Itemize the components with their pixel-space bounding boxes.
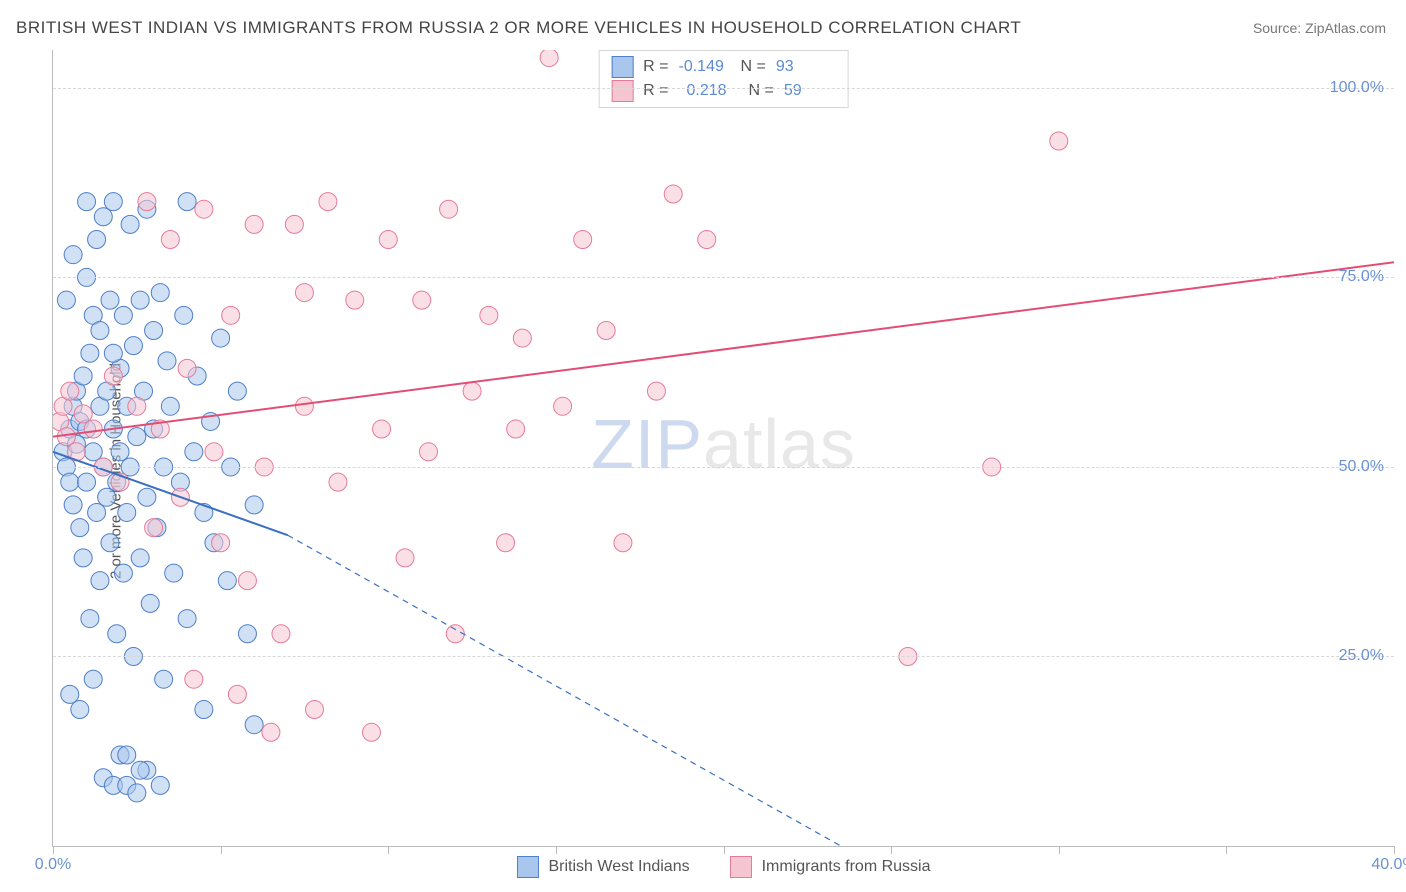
- stats-row-1: R = 0.218 N = 59: [611, 79, 836, 103]
- chart-title: BRITISH WEST INDIAN VS IMMIGRANTS FROM R…: [16, 18, 1021, 38]
- swatch-series-1: [611, 80, 633, 102]
- swatch-series-0: [611, 56, 633, 78]
- x-tick-label: 0.0%: [35, 856, 71, 874]
- legend-label-0: British West Indians: [548, 858, 689, 876]
- chart-container: 2 or more Vehicles in Household ZIPatlas…: [0, 50, 1406, 892]
- x-tick-label: 40.0%: [1371, 856, 1406, 874]
- y-tick-label: 100.0%: [1330, 79, 1384, 97]
- legend-label-1: Immigrants from Russia: [762, 858, 931, 876]
- y-tick-label: 75.0%: [1339, 268, 1384, 286]
- n-label: N =: [749, 82, 774, 100]
- y-tick-label: 50.0%: [1339, 458, 1384, 476]
- stats-row-0: R = -0.149 N = 93: [611, 55, 836, 79]
- legend-item-0: British West Indians: [516, 856, 689, 878]
- bottom-legend: British West Indians Immigrants from Rus…: [516, 856, 930, 878]
- source-attribution: Source: ZipAtlas.com: [1253, 20, 1386, 36]
- swatch-icon: [516, 856, 538, 878]
- n-label: N =: [741, 58, 766, 76]
- watermark-atlas: atlas: [703, 405, 856, 483]
- n-value-1: 59: [784, 82, 836, 100]
- stats-legend-box: R = -0.149 N = 93 R = 0.218 N = 59: [598, 50, 849, 108]
- watermark: ZIPatlas: [591, 404, 856, 484]
- r-value-0: -0.149: [679, 58, 731, 76]
- n-value-0: 93: [776, 58, 828, 76]
- scatter-svg: [53, 50, 1394, 846]
- swatch-icon: [730, 856, 752, 878]
- legend-item-1: Immigrants from Russia: [730, 856, 931, 878]
- r-label: R =: [643, 82, 668, 100]
- r-label: R =: [643, 58, 668, 76]
- y-tick-label: 25.0%: [1339, 647, 1384, 665]
- r-value-1: 0.218: [679, 82, 739, 100]
- watermark-zip: ZIP: [591, 405, 703, 483]
- plot-area: ZIPatlas R = -0.149 N = 93 R = 0.218 N =…: [52, 50, 1394, 847]
